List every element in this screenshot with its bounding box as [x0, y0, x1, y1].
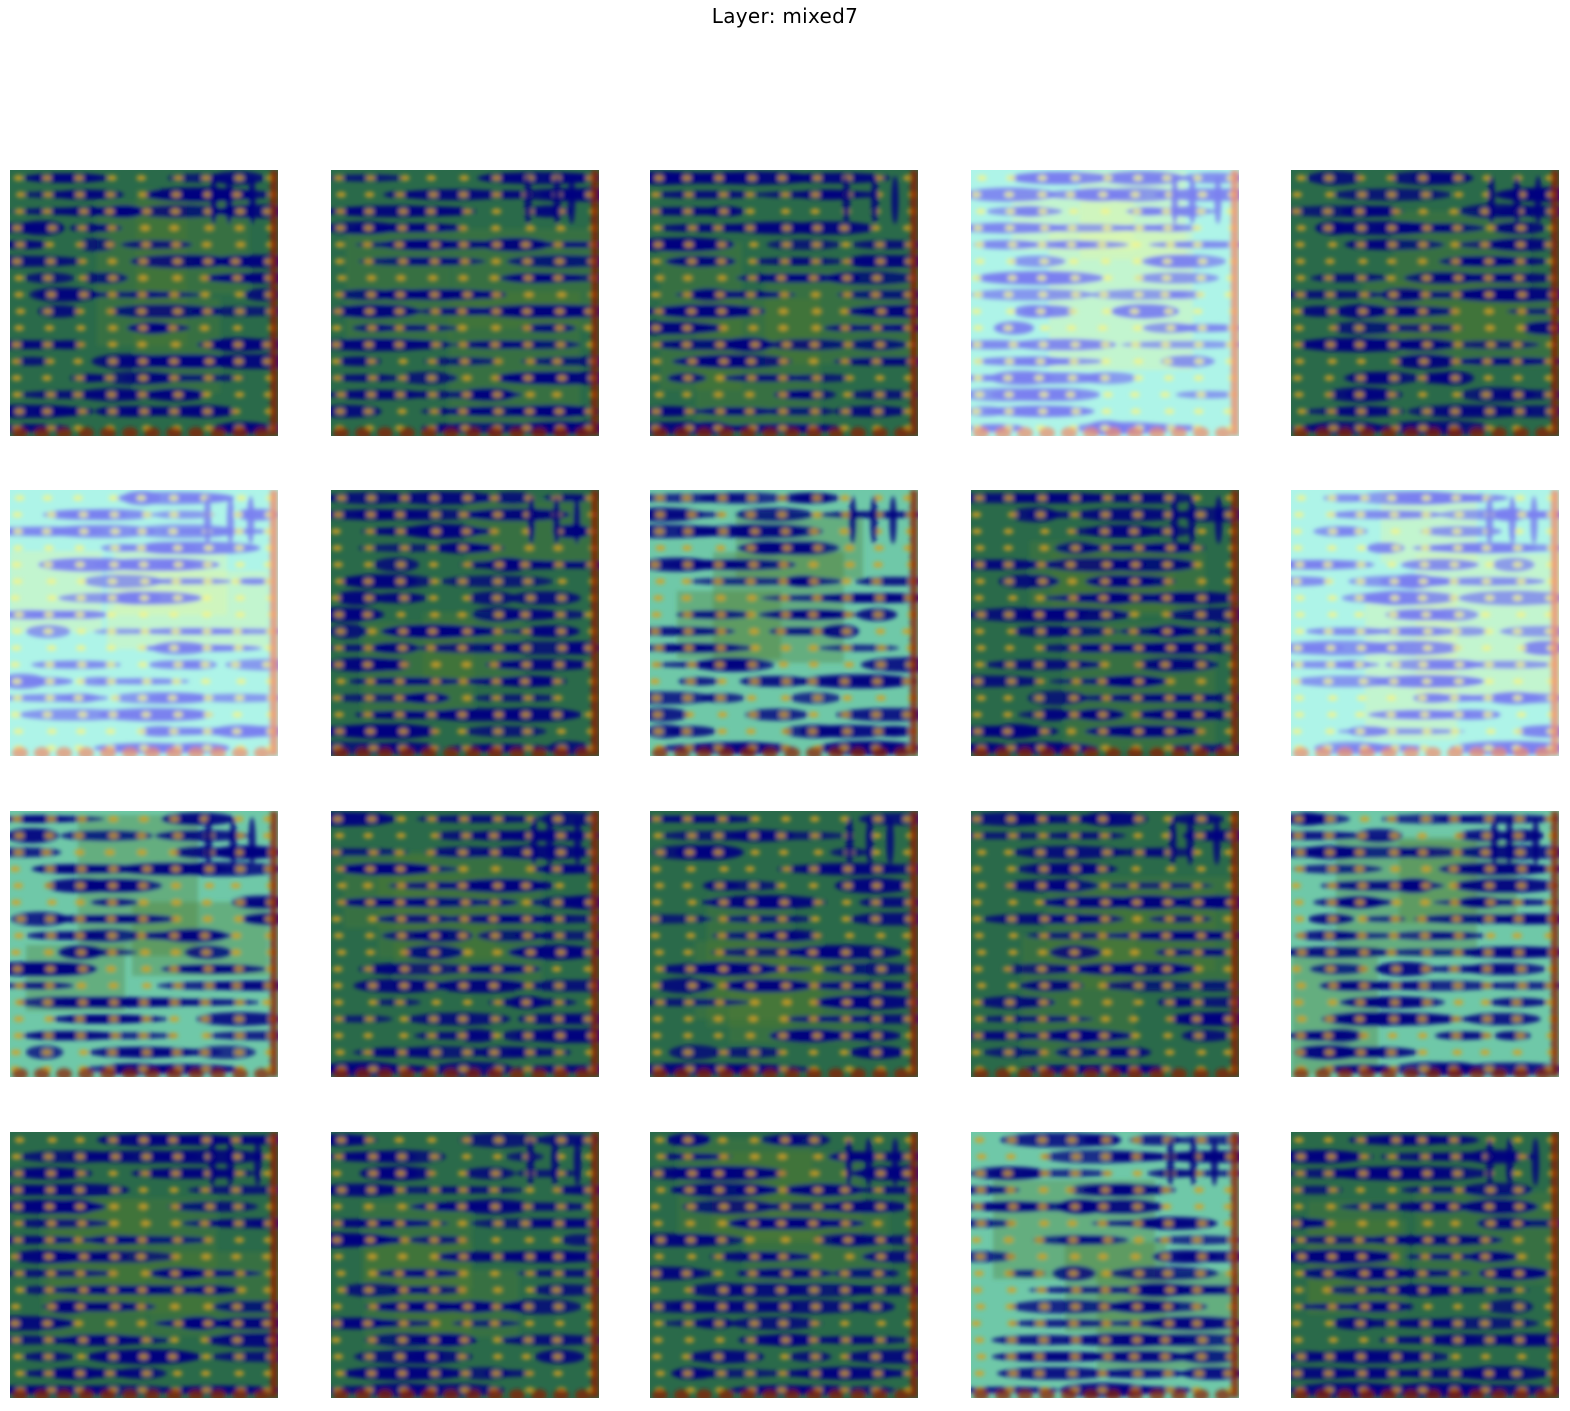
heatmap-image [331, 170, 599, 436]
heatmap-panel-r1-c1 [10, 170, 278, 436]
heatmap-panel-r2-c4 [971, 490, 1239, 756]
heatmap-image [971, 490, 1239, 756]
heatmap-image [971, 170, 1239, 436]
heatmap-panel-r2-c5 [1291, 490, 1559, 756]
heatmap-image [10, 811, 278, 1077]
heatmap-image [10, 170, 278, 436]
heatmap-image [1291, 490, 1559, 756]
heatmap-image [971, 1132, 1239, 1398]
heatmap-image [10, 1132, 278, 1398]
heatmap-panel-r4-c5 [1291, 1132, 1559, 1398]
heatmap-panel-r4-c1 [10, 1132, 278, 1398]
heatmap-image [10, 490, 278, 756]
heatmap-panel-r3-c1 [10, 811, 278, 1077]
heatmap-image [331, 811, 599, 1077]
heatmap-panel-r3-c5 [1291, 811, 1559, 1077]
figure-title: Layer: mixed7 [711, 4, 859, 28]
heatmap-panel-r4-c3 [650, 1132, 918, 1398]
heatmap-image [1291, 811, 1559, 1077]
heatmap-panel-r3-c3 [650, 811, 918, 1077]
heatmap-panel-r1-c5 [1291, 170, 1559, 436]
heatmap-panel-r1-c4 [971, 170, 1239, 436]
heatmap-image [331, 1132, 599, 1398]
heatmap-image [650, 170, 918, 436]
heatmap-image [650, 490, 918, 756]
heatmap-panel-r4-c2 [331, 1132, 599, 1398]
heatmap-image [971, 811, 1239, 1077]
heatmap-panel-r1-c2 [331, 170, 599, 436]
heatmap-image [331, 490, 599, 756]
heatmap-image [650, 1132, 918, 1398]
heatmap-image [1291, 1132, 1559, 1398]
heatmap-panel-r3-c2 [331, 811, 599, 1077]
heatmap-panel-r3-c4 [971, 811, 1239, 1077]
heatmap-panel-r2-c1 [10, 490, 278, 756]
heatmap-image [650, 811, 918, 1077]
heatmap-image [1291, 170, 1559, 436]
heatmap-panel-r2-c2 [331, 490, 599, 756]
heatmap-panel-r2-c3 [650, 490, 918, 756]
heatmap-panel-r4-c4 [971, 1132, 1239, 1398]
heatmap-panel-r1-c3 [650, 170, 918, 436]
